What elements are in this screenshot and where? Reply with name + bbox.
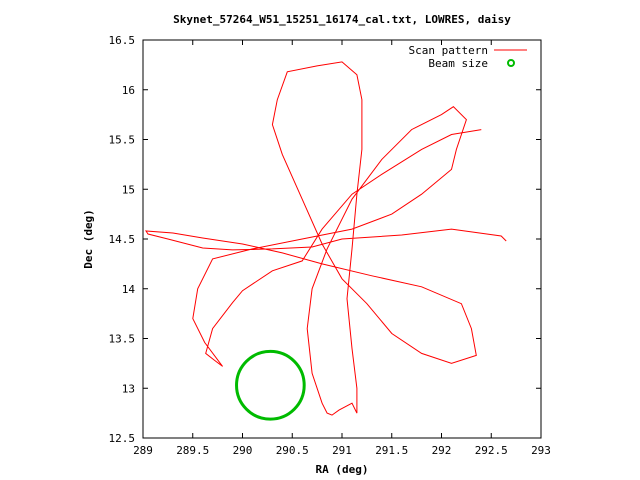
y-tick-label: 13.5 [109, 333, 136, 346]
legend-swatch-beam-size [507, 59, 515, 67]
x-tick-label: 289.5 [176, 444, 209, 457]
x-tick-label: 293 [531, 444, 551, 457]
legend-label-scan-pattern: Scan pattern [409, 44, 488, 57]
y-axis-label: Dec (deg) [82, 209, 95, 269]
legend-label-beam-size: Beam size [428, 57, 488, 70]
y-tick-label: 12.5 [109, 432, 136, 445]
y-tick-label: 13 [122, 382, 135, 395]
x-tick-label: 289 [133, 444, 153, 457]
axis-ticks [142, 39, 542, 439]
y-tick-label: 14 [122, 283, 136, 296]
x-tick-label: 291 [332, 444, 352, 457]
series-scan-pattern [145, 61, 507, 416]
y-tick-label: 16 [122, 84, 135, 97]
y-tick-label: 15 [122, 183, 135, 196]
y-tick-label: 16.5 [109, 34, 136, 47]
series-beam-size [235, 349, 306, 421]
y-tick-label: 15.5 [109, 134, 136, 147]
x-tick-label: 291.5 [375, 444, 408, 457]
x-tick-label: 292.5 [475, 444, 508, 457]
x-axis-label: RA (deg) [316, 463, 369, 476]
legend: Scan pattern Beam size [409, 44, 527, 70]
y-tick-label: 14.5 [109, 233, 136, 246]
axis-tick-labels: 289 289.5 290 290.5 291 291.5 292 292.5 293 12.5 1… [109, 34, 551, 457]
chart-title: Skynet_57264_W51_15251_16174_cal.txt, LO… [173, 13, 511, 26]
data-layer [145, 61, 507, 421]
x-tick-label: 290.5 [276, 444, 309, 457]
x-tick-label: 290 [233, 444, 253, 457]
x-tick-label: 292 [432, 444, 452, 457]
